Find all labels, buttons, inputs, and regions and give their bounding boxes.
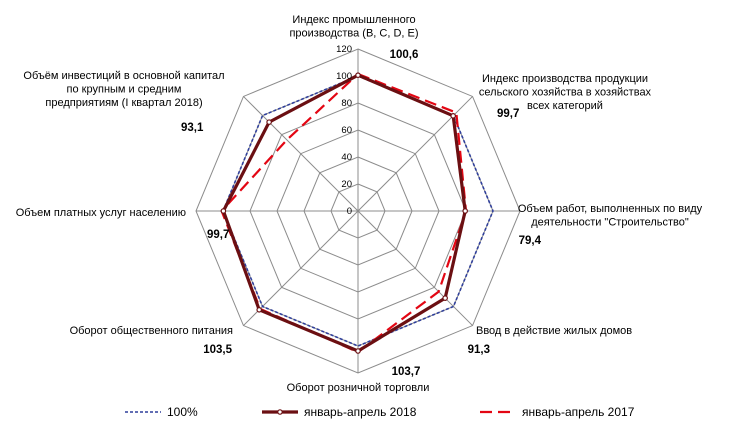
data-point bbox=[450, 113, 456, 119]
category-labels: Индекс промышленного производства (B, C, … bbox=[16, 14, 703, 394]
legend-label: январь-апрель 2018 bbox=[304, 405, 417, 419]
series-line bbox=[220, 72, 468, 354]
category-label: Объем работ, выполненных по виду bbox=[518, 203, 703, 215]
value-label: 91,3 bbox=[468, 344, 490, 356]
value-label: 99,7 bbox=[207, 229, 229, 241]
grid-spoke bbox=[357, 210, 473, 326]
category-label: деятельности "Строительство" bbox=[531, 217, 689, 229]
category-label: Ввод в действие жилых домов bbox=[476, 325, 632, 337]
data-point bbox=[355, 348, 361, 354]
axis-tick-label: 40 bbox=[341, 152, 352, 163]
grid-spoke bbox=[243, 96, 359, 212]
category-label: всех категорий bbox=[527, 100, 603, 112]
legend-label: 100% bbox=[167, 405, 198, 419]
category-label: производства (B, C, D, E) bbox=[289, 28, 418, 40]
data-point bbox=[442, 295, 448, 301]
value-label: 79,4 bbox=[519, 235, 542, 247]
legend: 100% январь-апрель 2018 январь-апрель 2017 bbox=[125, 405, 635, 419]
value-label: 99,7 bbox=[497, 108, 519, 120]
category-label: Объём инвестиций в основной капитал bbox=[23, 70, 224, 82]
category-label: Оборот розничной торговли bbox=[287, 382, 430, 394]
axis-tick-label: 100 bbox=[336, 71, 352, 82]
legend-marker bbox=[277, 409, 283, 415]
axis-tick-label: 120 bbox=[336, 44, 352, 55]
category-label: предприятиям (I квартал 2018) bbox=[45, 97, 202, 109]
data-point bbox=[462, 208, 468, 214]
axis-tick-label: 80 bbox=[341, 98, 352, 109]
series-line bbox=[222, 75, 494, 347]
legend-label: январь-апрель 2017 bbox=[522, 405, 635, 419]
data-point bbox=[220, 208, 227, 214]
category-label: по крупным и средним bbox=[67, 84, 182, 96]
value-label: 93,1 bbox=[181, 122, 204, 134]
category-label: Индекс производства продукции bbox=[482, 73, 648, 85]
radar-series bbox=[220, 72, 494, 354]
value-label: 100,6 bbox=[390, 49, 419, 61]
data-point bbox=[266, 119, 272, 125]
radial-axis-ticks: 0 20 40 60 80 100 120 bbox=[336, 44, 352, 217]
category-label: Индекс промышленного bbox=[292, 14, 415, 26]
category-label: сельского хозяйства в хозяйствах bbox=[479, 87, 652, 99]
data-point bbox=[256, 307, 262, 313]
grid-spoke bbox=[357, 96, 473, 212]
category-label: Объем платных услуг населению bbox=[16, 207, 186, 219]
radar-grid bbox=[195, 48, 521, 374]
category-label: Оборот общественного питания bbox=[70, 325, 233, 337]
value-label: 103,5 bbox=[203, 344, 232, 356]
axis-tick-label: 60 bbox=[341, 125, 352, 136]
data-point bbox=[355, 72, 361, 78]
value-label: 103,7 bbox=[392, 366, 421, 378]
axis-tick-label: 20 bbox=[341, 179, 352, 190]
axis-tick-label: 0 bbox=[347, 206, 352, 217]
